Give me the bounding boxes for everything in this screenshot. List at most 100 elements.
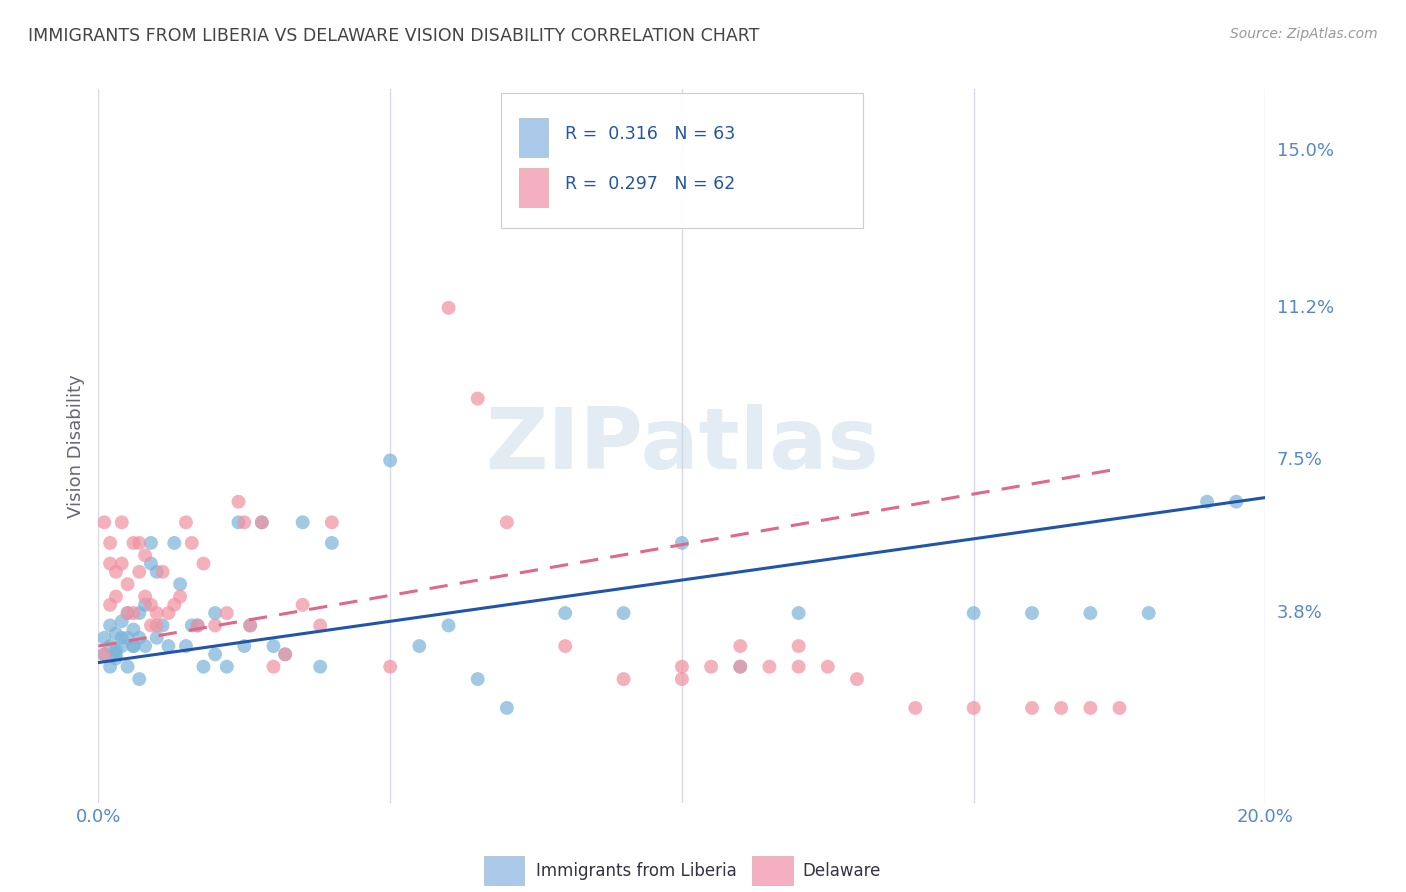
Point — [309, 659, 332, 673]
Point — [671, 536, 693, 550]
Point — [1225, 494, 1247, 508]
Point — [139, 536, 162, 550]
Point — [98, 598, 121, 612]
Point — [1195, 494, 1218, 508]
Point — [134, 598, 156, 612]
Point — [787, 606, 810, 620]
Point — [845, 672, 868, 686]
Point — [174, 516, 197, 530]
Text: ZIPatlas: ZIPatlas — [485, 404, 879, 488]
Point — [233, 516, 256, 530]
Point — [134, 639, 156, 653]
Point — [139, 598, 162, 612]
Point — [787, 659, 810, 673]
Point — [98, 659, 121, 673]
Point — [104, 643, 127, 657]
Point — [1021, 701, 1043, 715]
FancyBboxPatch shape — [501, 93, 863, 228]
Point — [215, 606, 238, 620]
FancyBboxPatch shape — [484, 856, 524, 885]
Point — [204, 618, 226, 632]
Point — [98, 639, 121, 653]
Point — [378, 659, 402, 673]
Point — [111, 631, 134, 645]
Text: 3.8%: 3.8% — [1277, 604, 1322, 622]
Point — [187, 618, 209, 632]
Point — [111, 516, 134, 530]
Point — [174, 639, 197, 653]
Point — [228, 494, 250, 508]
Point — [152, 565, 174, 579]
Point — [467, 392, 489, 406]
Point — [250, 516, 273, 530]
Point — [122, 639, 145, 653]
Point — [467, 672, 489, 686]
Point — [122, 606, 145, 620]
Point — [262, 639, 284, 653]
Point — [128, 672, 150, 686]
Point — [122, 623, 145, 637]
Point — [139, 557, 162, 571]
Text: 7.5%: 7.5% — [1277, 451, 1323, 469]
Point — [117, 659, 139, 673]
Point — [817, 659, 839, 673]
Point — [122, 536, 145, 550]
Point — [111, 615, 134, 629]
Point — [321, 536, 343, 550]
Point — [1137, 606, 1160, 620]
Text: 11.2%: 11.2% — [1277, 299, 1334, 317]
Point — [139, 618, 162, 632]
Point — [612, 672, 634, 686]
Point — [111, 639, 134, 653]
Point — [204, 648, 226, 662]
Point — [239, 618, 262, 632]
Point — [111, 557, 134, 571]
FancyBboxPatch shape — [752, 856, 793, 885]
Y-axis label: Vision Disability: Vision Disability — [66, 374, 84, 518]
Point — [309, 618, 332, 632]
Point — [554, 639, 576, 653]
Point — [93, 516, 115, 530]
Point — [93, 648, 115, 662]
Point — [128, 565, 150, 579]
Point — [93, 648, 115, 662]
Point — [146, 606, 169, 620]
Point — [117, 577, 139, 591]
Text: Immigrants from Liberia: Immigrants from Liberia — [536, 862, 737, 880]
Text: 15.0%: 15.0% — [1277, 142, 1333, 160]
Point — [163, 536, 186, 550]
Point — [728, 659, 751, 673]
Point — [180, 618, 202, 632]
Point — [962, 701, 984, 715]
Point — [262, 659, 284, 673]
Point — [321, 516, 343, 530]
Point — [117, 606, 139, 620]
Text: Delaware: Delaware — [801, 862, 880, 880]
Point — [169, 577, 191, 591]
Text: IMMIGRANTS FROM LIBERIA VS DELAWARE VISION DISABILITY CORRELATION CHART: IMMIGRANTS FROM LIBERIA VS DELAWARE VISI… — [28, 27, 759, 45]
Point — [274, 648, 297, 662]
Point — [239, 618, 262, 632]
Point — [157, 639, 180, 653]
Text: R =  0.316   N = 63: R = 0.316 N = 63 — [565, 125, 735, 143]
Text: Source: ZipAtlas.com: Source: ZipAtlas.com — [1230, 27, 1378, 41]
Point — [437, 301, 460, 315]
FancyBboxPatch shape — [519, 118, 548, 157]
Point — [495, 701, 517, 715]
Point — [117, 631, 139, 645]
Point — [146, 631, 169, 645]
Point — [904, 701, 927, 715]
Point — [274, 648, 297, 662]
Point — [758, 659, 780, 673]
Point — [193, 557, 215, 571]
Text: R =  0.297   N = 62: R = 0.297 N = 62 — [565, 175, 735, 193]
Point — [728, 639, 751, 653]
Point — [1021, 606, 1043, 620]
Point — [163, 598, 186, 612]
Point — [228, 516, 250, 530]
Point — [98, 618, 121, 632]
Point — [250, 516, 273, 530]
Point — [408, 639, 430, 653]
FancyBboxPatch shape — [519, 168, 548, 207]
Point — [204, 606, 226, 620]
